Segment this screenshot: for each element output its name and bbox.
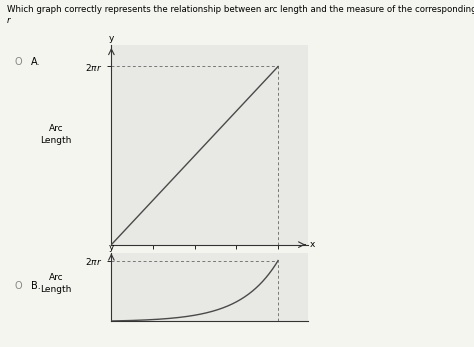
Text: x: x [310,240,315,249]
Text: r: r [7,16,10,25]
Text: Arc
Length: Arc Length [41,273,72,294]
Text: y: y [109,243,114,252]
Text: B.: B. [31,281,41,291]
Text: Arc
Length: Arc Length [41,125,72,145]
Text: y: y [109,34,114,43]
Text: O: O [14,281,22,291]
X-axis label: Radian Measure of Central Angle: Radian Measure of Central Angle [140,274,279,283]
Text: Which graph correctly represents the relationship between arc length and the mea: Which graph correctly represents the rel… [7,5,474,14]
Text: O: O [14,58,22,67]
Text: A.: A. [31,58,40,67]
